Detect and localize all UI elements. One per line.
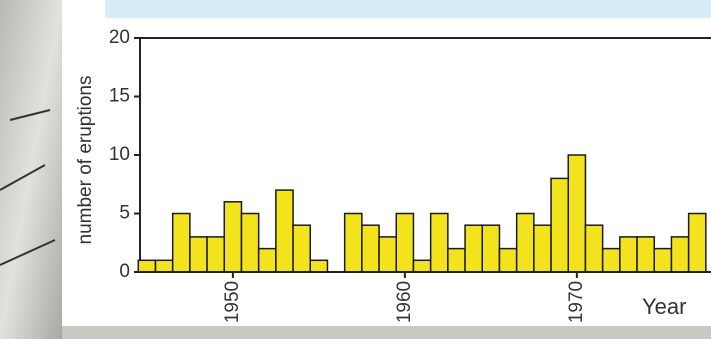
bar <box>515 212 535 273</box>
y-tick-label: 5 <box>119 203 130 224</box>
x-tick-label: 1960 <box>394 281 415 323</box>
bar <box>395 212 415 273</box>
bar <box>137 259 157 273</box>
bar <box>481 224 501 273</box>
y-tick-label: 20 <box>109 27 130 48</box>
bar <box>464 224 484 273</box>
bar <box>292 224 312 273</box>
bottom-strip <box>62 326 711 339</box>
bar <box>189 236 208 273</box>
map-lines <box>0 109 56 266</box>
bar <box>154 259 174 273</box>
x-tick-label: 1950 <box>222 281 243 323</box>
bar <box>257 247 277 273</box>
bar <box>498 247 518 273</box>
x-axis-label: Year <box>642 294 686 319</box>
y-tick-label: 10 <box>109 144 130 165</box>
bar <box>275 189 294 273</box>
bar <box>343 212 363 273</box>
bar <box>240 212 260 273</box>
bar <box>412 259 432 273</box>
bar <box>619 236 638 273</box>
bar <box>636 236 655 273</box>
bar <box>653 247 673 273</box>
bar <box>670 236 690 273</box>
bar <box>447 247 466 273</box>
bar <box>378 236 398 273</box>
y-tick-label: 15 <box>109 86 130 107</box>
bar <box>429 212 449 273</box>
bar <box>361 224 380 273</box>
header-band <box>105 0 711 18</box>
bar <box>171 212 191 273</box>
bar <box>223 201 243 273</box>
y-tick-label: 0 <box>119 261 130 282</box>
bar <box>550 177 570 273</box>
bar <box>206 236 226 273</box>
y-axis-label: number of eruptions <box>75 76 96 245</box>
bar <box>533 224 552 273</box>
bar <box>584 224 604 273</box>
bar <box>309 259 329 273</box>
bar <box>567 154 587 273</box>
bar <box>601 247 621 273</box>
x-tick-label: 1970 <box>566 281 587 323</box>
bar <box>687 212 707 273</box>
terrain-image <box>0 0 62 339</box>
